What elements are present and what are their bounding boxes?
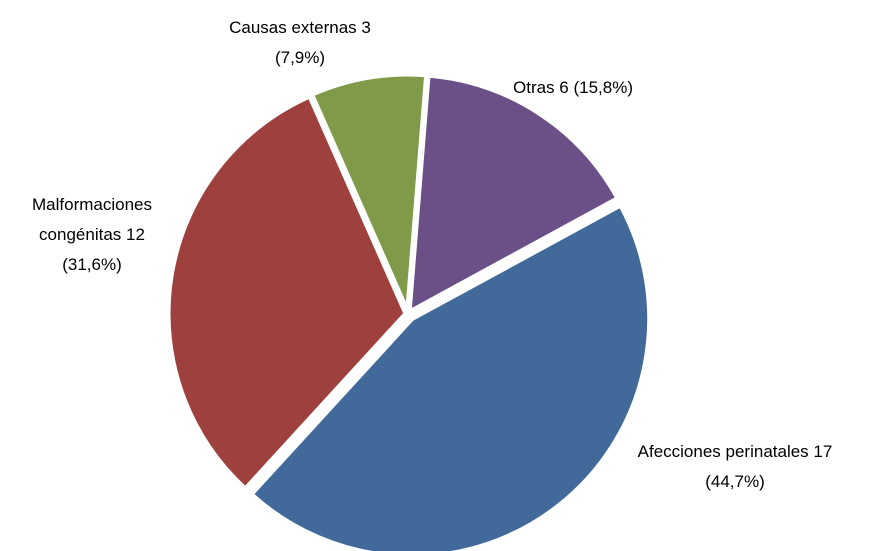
value-label: 6 (15,8%) <box>559 78 633 97</box>
pie-slice <box>406 72 621 315</box>
value-label: 12 (31,6%) <box>62 225 145 274</box>
slice-label: Malformaciones congénitas 12 (31,6%) <box>10 190 175 280</box>
value-label: 3 (7,9%) <box>274 18 371 67</box>
category-label: Otras <box>513 78 555 97</box>
value-label: 17 (44,7%) <box>705 442 833 491</box>
slice-label: Causas externas 3 (7,9%) <box>220 13 380 73</box>
category-label: Causas externas <box>229 18 357 37</box>
category-label: Afecciones perinatales <box>637 442 809 461</box>
pie-slice <box>165 93 409 492</box>
pie-slice <box>308 71 430 315</box>
category-label: Malformaciones congénitas <box>32 195 152 244</box>
slice-label: Afecciones perinatales 17 (44,7%) <box>621 437 849 497</box>
pie-slice <box>248 202 653 551</box>
slice-label: Otras 6 (15,8%) <box>473 73 673 103</box>
